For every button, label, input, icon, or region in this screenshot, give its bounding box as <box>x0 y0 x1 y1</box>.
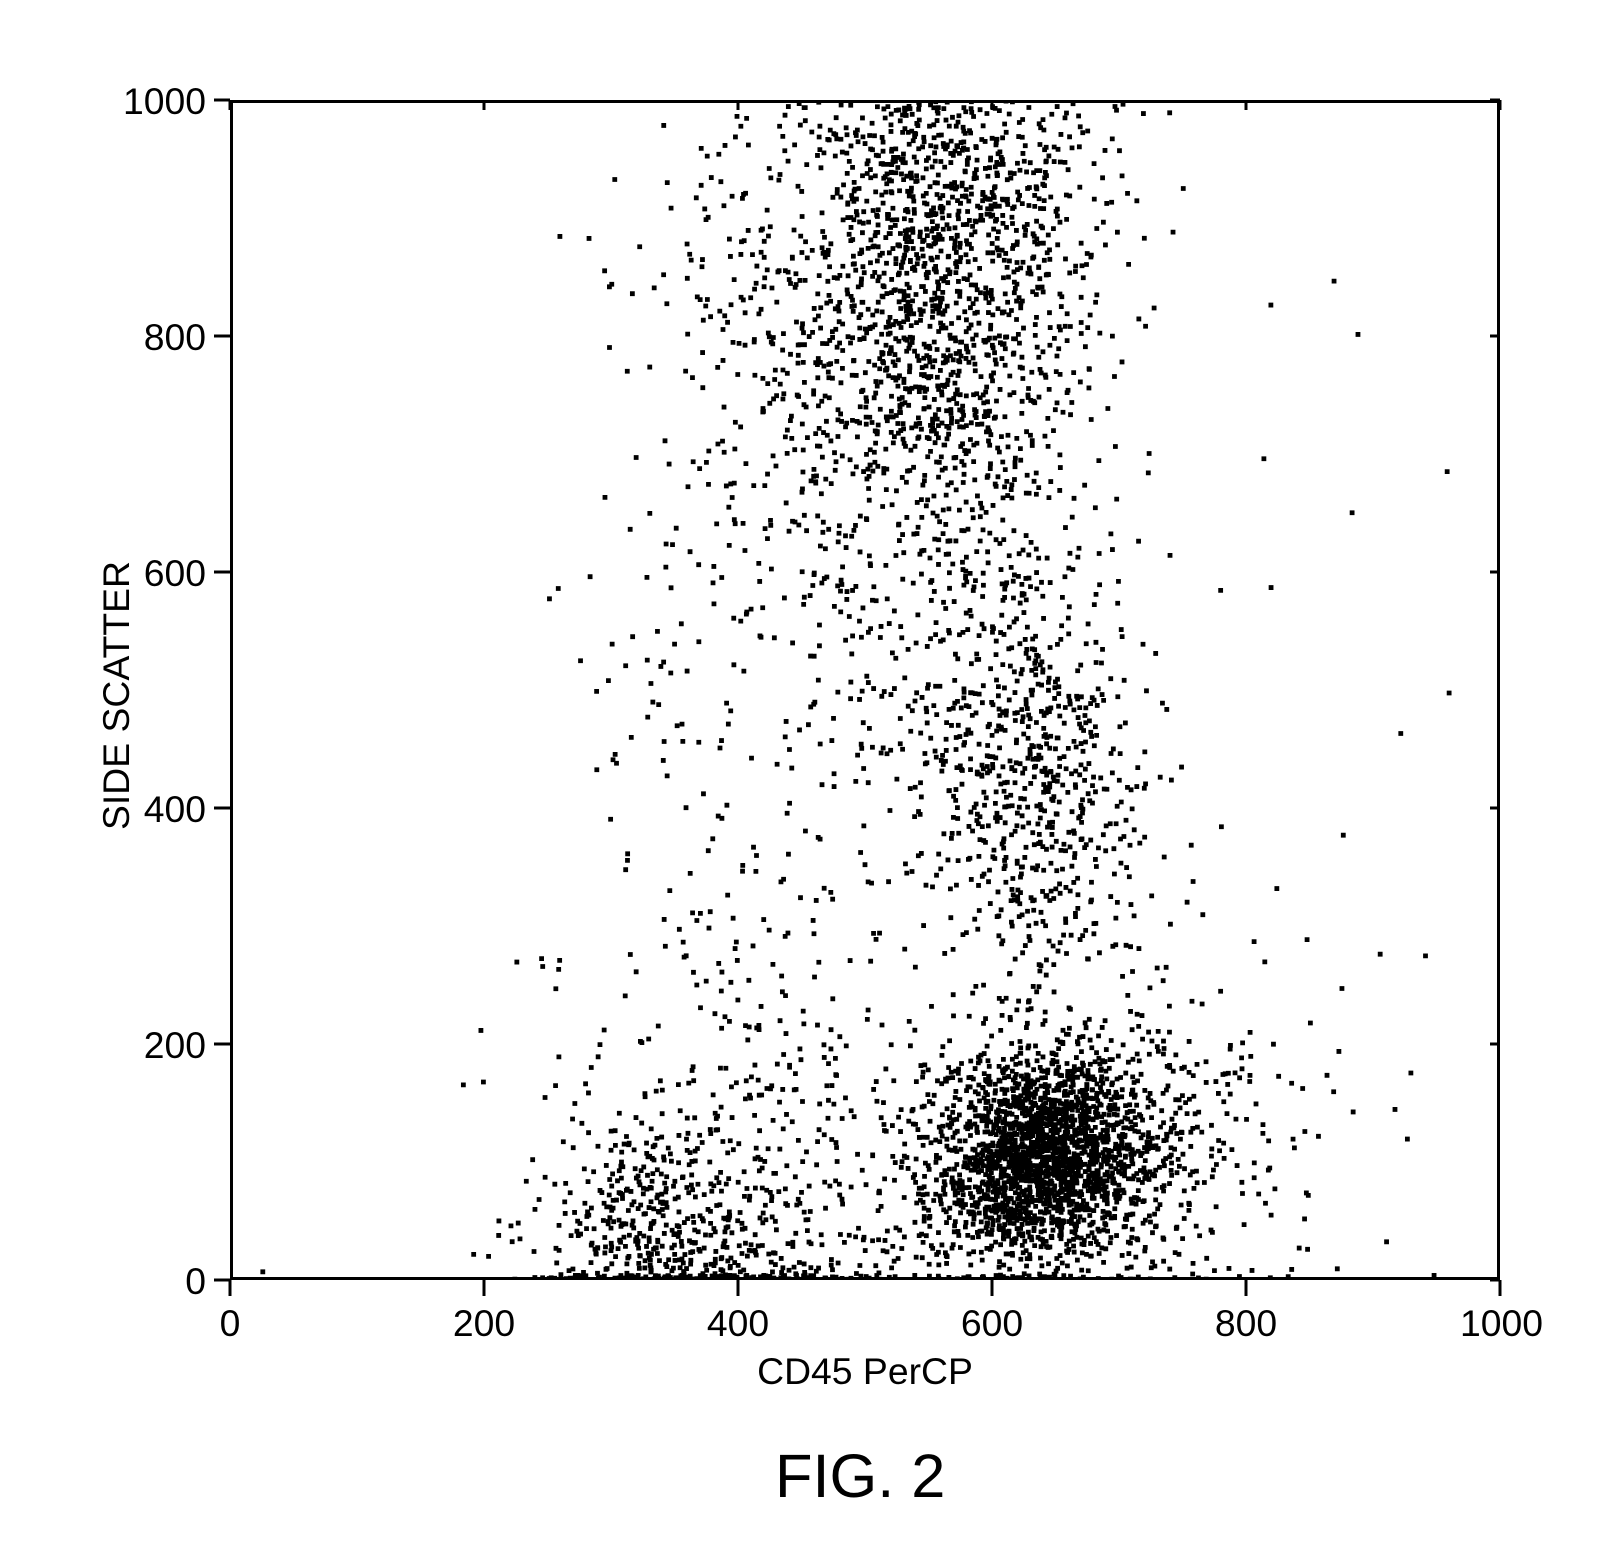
y-axis-label-text: SIDE SCATTER <box>95 561 137 830</box>
figure-caption: FIG. 2 <box>775 1440 945 1511</box>
figure-caption-text: FIG. 2 <box>775 1441 945 1510</box>
x-tick-label: 1000 <box>1460 1302 1540 1345</box>
x-axis-label-text: CD45 PerCP <box>757 1350 973 1392</box>
y-axis-label: SIDE SCATTER <box>95 561 138 830</box>
figure-page: SIDE SCATTER CD45 PerCP FIG. 2 0 200 400 60… <box>0 0 1620 1557</box>
y-tick-label: 200 <box>144 1024 206 1067</box>
y-tick-label: 600 <box>144 552 206 595</box>
y-tick-label: 800 <box>144 316 206 359</box>
x-tick-label: 800 <box>1206 1302 1286 1345</box>
y-tick-label: 400 <box>144 788 206 831</box>
y-tick-label: 1000 <box>123 80 206 123</box>
x-tick-label: 600 <box>952 1302 1032 1345</box>
y-tick-label: 0 <box>185 1260 206 1303</box>
x-tick-label: 0 <box>190 1302 270 1345</box>
x-tick-label: 200 <box>444 1302 524 1345</box>
x-tick-label: 400 <box>698 1302 778 1345</box>
x-axis-label: CD45 PerCP <box>745 1350 985 1393</box>
